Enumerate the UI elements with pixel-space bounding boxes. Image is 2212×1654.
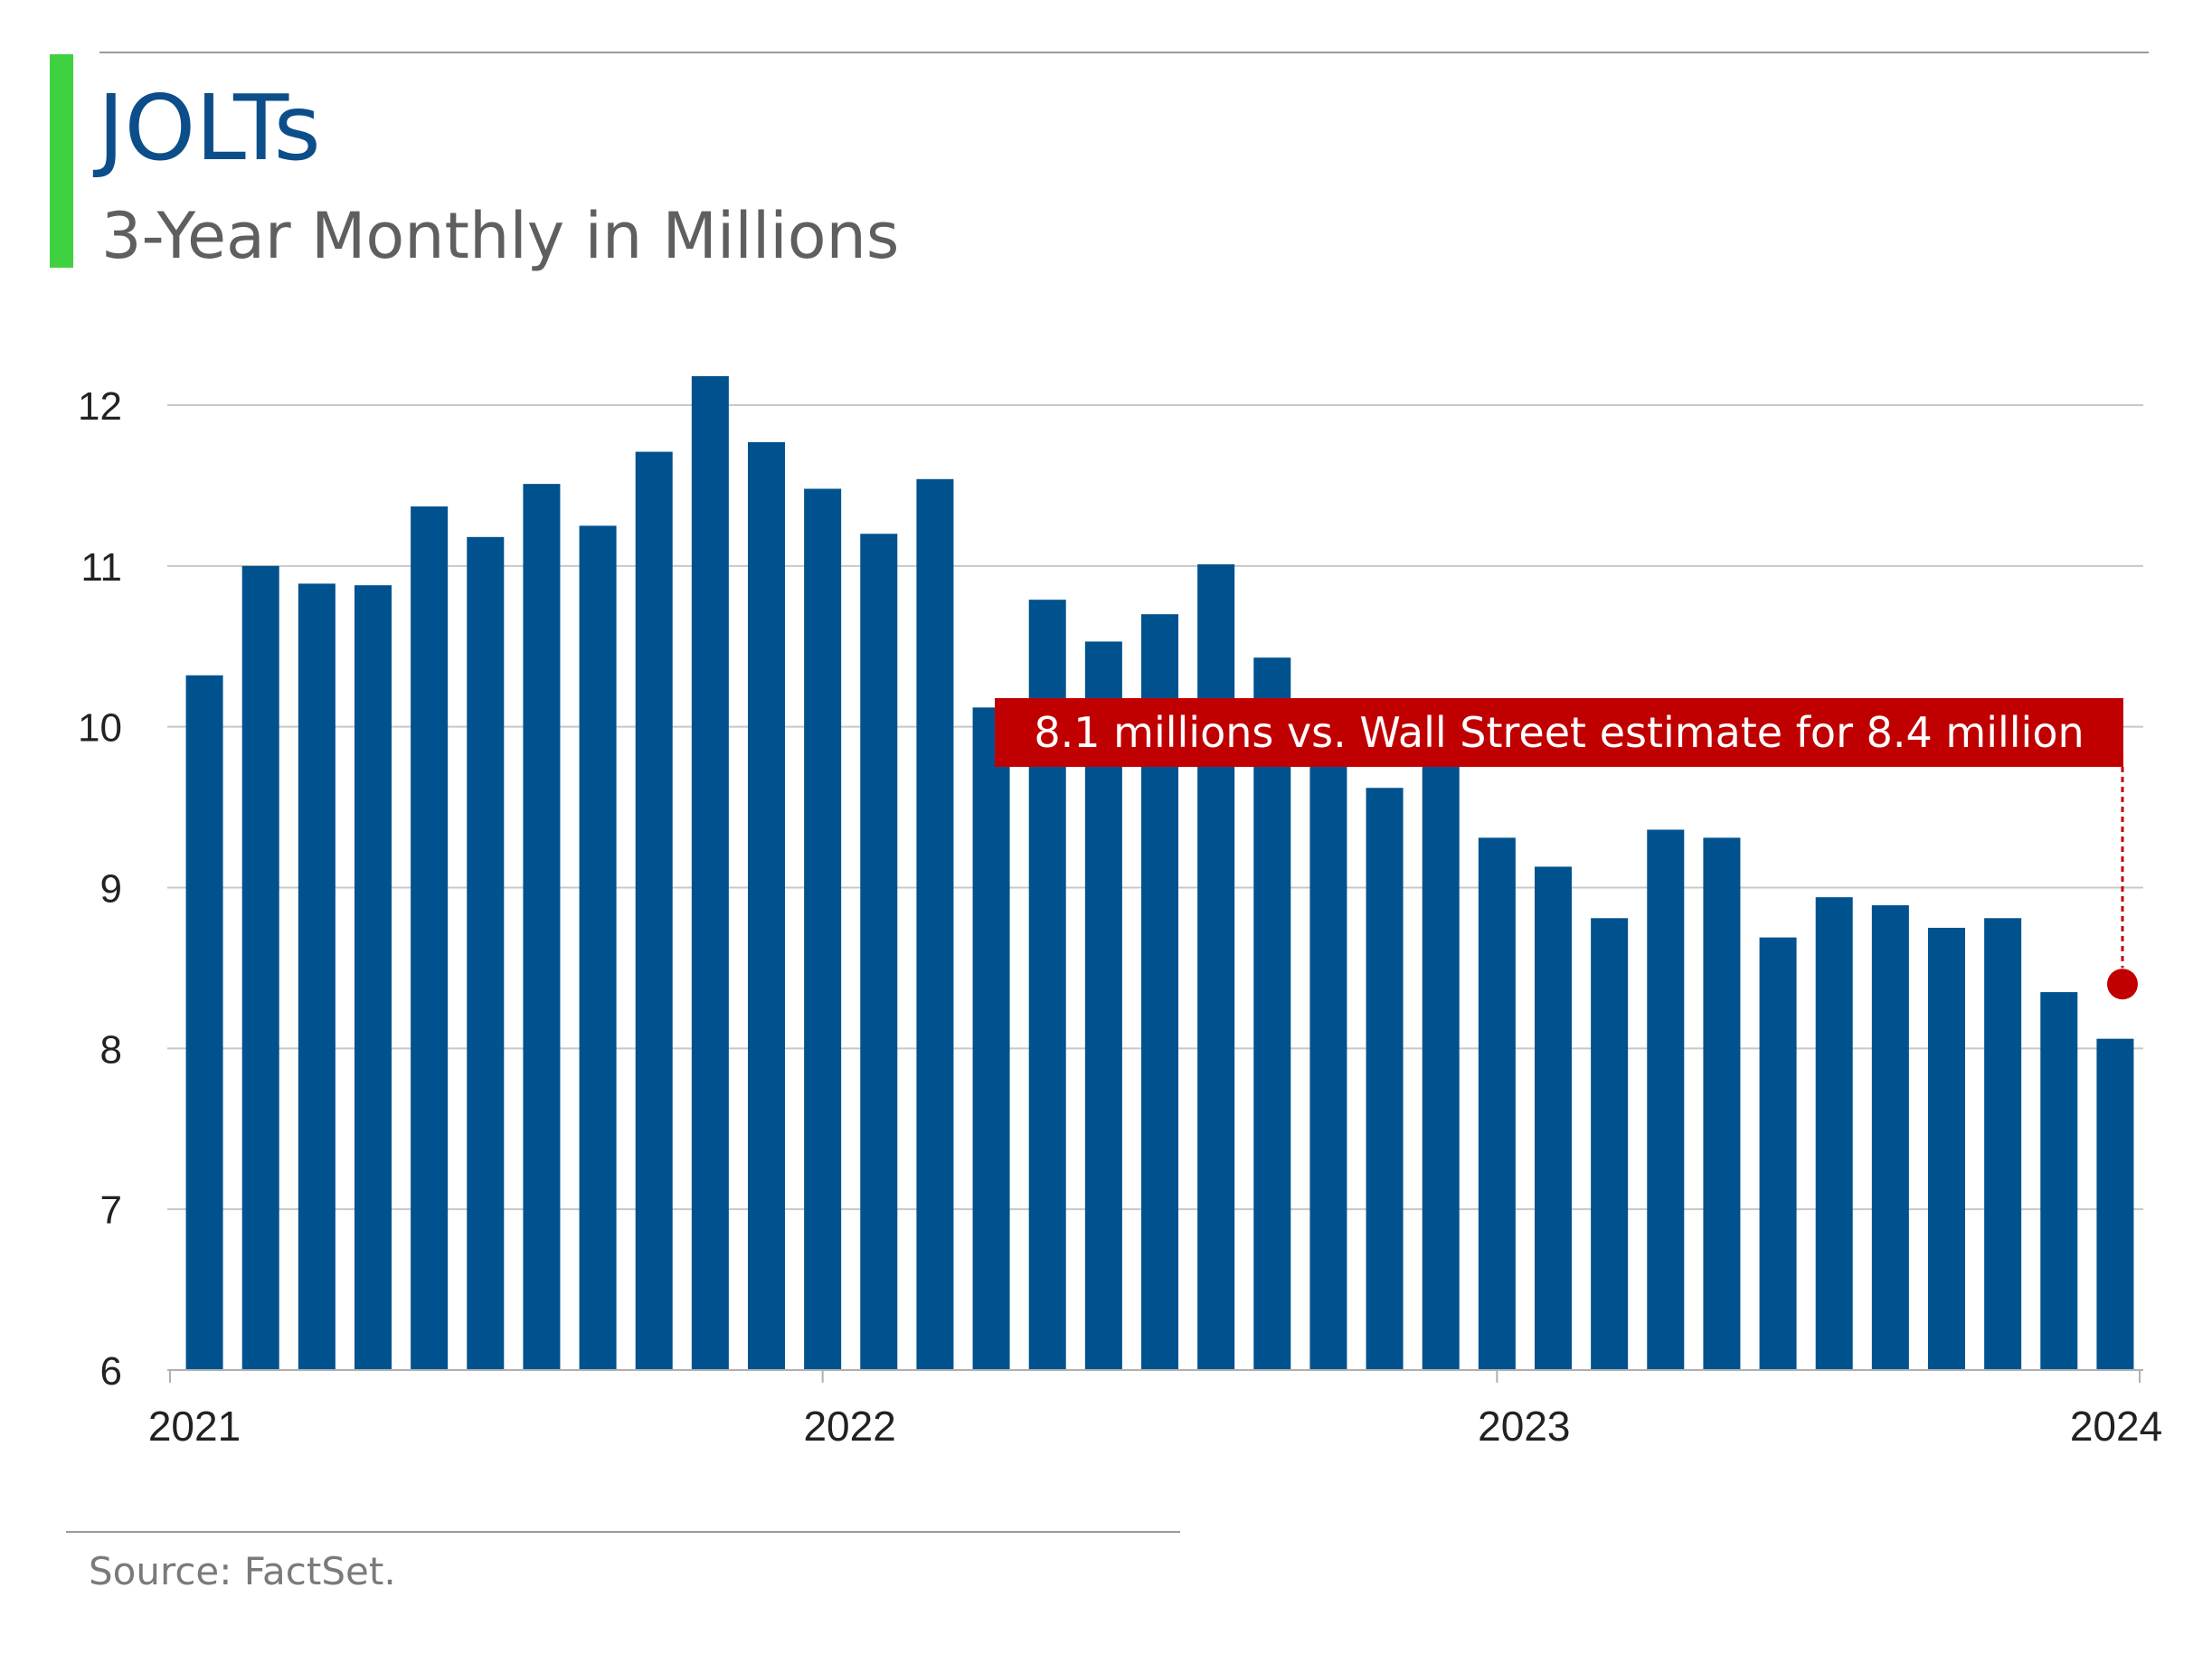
annotation: 8.1 millions vs. Wall Street estimate fo… xyxy=(995,698,2138,1000)
chart-subtitle: 3-Year Monthly in Millions xyxy=(101,199,900,273)
bar xyxy=(860,534,898,1370)
bar xyxy=(916,478,954,1370)
bar xyxy=(635,451,673,1370)
bar xyxy=(1927,927,1966,1370)
annotation-box xyxy=(995,698,2123,767)
x-tick-label: 2021 xyxy=(148,1403,241,1450)
y-tick-label: 9 xyxy=(100,867,122,912)
bar xyxy=(185,675,223,1370)
bar xyxy=(804,488,842,1370)
bar xyxy=(411,506,449,1370)
title-accent-bar xyxy=(50,54,73,268)
axes: 6 7 8 9 10 11 12 2021 2022 2023 2024 xyxy=(78,384,2162,1450)
bars xyxy=(185,375,2134,1371)
bar xyxy=(1422,726,1460,1370)
y-tick-label: 10 xyxy=(78,706,122,751)
bar xyxy=(523,484,561,1370)
top-rule xyxy=(99,52,2149,53)
estimate-dot xyxy=(2107,969,2138,1000)
bar xyxy=(241,565,279,1370)
bar xyxy=(354,585,392,1370)
annotation-text: 8.1 millions vs. Wall Street estimate fo… xyxy=(1034,708,2084,757)
bar xyxy=(2040,992,2078,1370)
bar xyxy=(1703,837,1741,1370)
source-note: Source: FactSet. xyxy=(89,1549,396,1593)
bar xyxy=(1647,829,1685,1370)
x-tick-label: 2024 xyxy=(2070,1403,2162,1450)
x-tick-label: 2022 xyxy=(803,1403,895,1450)
bar xyxy=(1871,905,1909,1370)
x-tick-label: 2023 xyxy=(1478,1403,1570,1450)
bar xyxy=(1309,723,1347,1370)
y-tick-label: 7 xyxy=(100,1188,122,1233)
bar xyxy=(1591,918,1629,1370)
bar xyxy=(2096,1038,2134,1370)
bar xyxy=(691,375,729,1370)
bar xyxy=(1815,897,1853,1370)
y-tick-label: 8 xyxy=(100,1027,122,1072)
bar xyxy=(298,583,336,1370)
bar xyxy=(579,525,617,1370)
bar xyxy=(1478,837,1516,1370)
bar xyxy=(1984,918,2022,1370)
y-tick-label: 11 xyxy=(80,545,122,590)
bar xyxy=(972,707,1010,1370)
bar xyxy=(1366,788,1404,1370)
bar xyxy=(747,441,786,1371)
chart-title: JOLTs xyxy=(98,75,321,181)
bar xyxy=(1253,657,1291,1370)
bar xyxy=(1759,937,1797,1370)
bar xyxy=(467,536,505,1370)
bar-chart: 6 7 8 9 10 11 12 2021 2022 2023 2024 8.1 millions … xyxy=(78,375,2162,1450)
bar xyxy=(1534,866,1573,1370)
y-tick-label: 6 xyxy=(100,1349,122,1394)
y-tick-label: 12 xyxy=(78,384,122,429)
source-rule xyxy=(66,1531,1180,1533)
bar xyxy=(1197,564,1235,1370)
